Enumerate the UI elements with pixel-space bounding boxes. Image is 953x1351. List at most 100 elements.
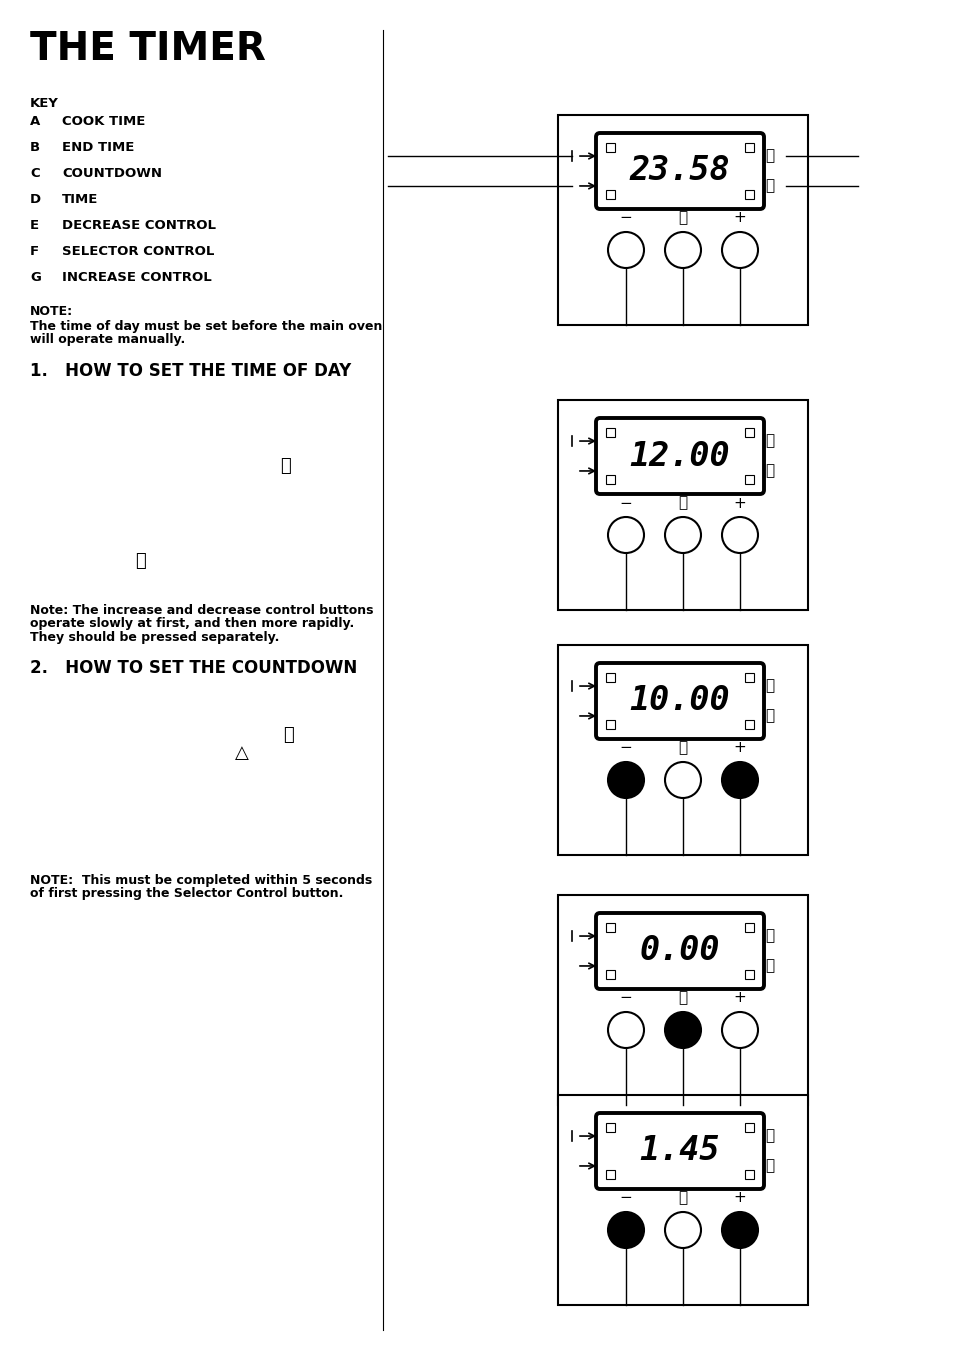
Text: A: A: [30, 115, 40, 128]
Text: D: D: [30, 193, 41, 205]
Bar: [605, 143, 615, 153]
Bar: [558, 115, 807, 326]
Text: −: −: [619, 211, 632, 226]
Circle shape: [721, 232, 758, 267]
Text: −: −: [619, 496, 632, 511]
Bar: [744, 476, 753, 484]
Text: 1.45: 1.45: [639, 1135, 720, 1167]
Text: △: △: [234, 744, 249, 762]
Text: ⍾: ⍾: [764, 678, 773, 693]
Bar: [605, 1170, 615, 1179]
Bar: [605, 673, 615, 682]
Text: ⌚: ⌚: [764, 178, 773, 193]
Circle shape: [607, 232, 643, 267]
Text: 23.58: 23.58: [629, 154, 730, 188]
Bar: [605, 1123, 615, 1132]
Bar: [605, 970, 615, 979]
Text: THE TIMER: THE TIMER: [30, 30, 266, 68]
Bar: [744, 1123, 753, 1132]
Circle shape: [721, 762, 758, 798]
Text: They should be pressed separately.: They should be pressed separately.: [30, 631, 279, 644]
Text: G: G: [30, 272, 41, 284]
Text: TIME: TIME: [62, 193, 98, 205]
Text: ⌚: ⌚: [764, 708, 773, 723]
Circle shape: [664, 517, 700, 553]
Text: ⏰: ⏰: [678, 1190, 687, 1205]
Text: +: +: [733, 740, 745, 755]
Bar: [558, 400, 807, 611]
Text: operate slowly at first, and then more rapidly.: operate slowly at first, and then more r…: [30, 617, 354, 631]
Text: ⍾: ⍾: [764, 1128, 773, 1143]
Text: ⌛: ⌛: [135, 553, 146, 570]
Text: COOK TIME: COOK TIME: [62, 115, 145, 128]
Bar: [744, 720, 753, 730]
Text: F: F: [30, 245, 39, 258]
Text: Note: The increase and decrease control buttons: Note: The increase and decrease control …: [30, 604, 374, 617]
Circle shape: [607, 517, 643, 553]
Text: +: +: [733, 496, 745, 511]
Text: of first pressing the Selector Control button.: of first pressing the Selector Control b…: [30, 888, 343, 901]
Bar: [558, 894, 807, 1105]
Text: will operate manually.: will operate manually.: [30, 332, 185, 346]
Text: ⏰: ⏰: [678, 990, 687, 1005]
Text: B: B: [30, 141, 40, 154]
Text: ⌛: ⌛: [283, 725, 294, 744]
Text: ⌚: ⌚: [764, 463, 773, 478]
Text: ⏰: ⏰: [678, 496, 687, 511]
FancyBboxPatch shape: [596, 663, 763, 739]
Text: ⏰: ⏰: [678, 211, 687, 226]
Bar: [605, 923, 615, 932]
Bar: [744, 923, 753, 932]
Text: ⍾: ⍾: [764, 928, 773, 943]
Text: NOTE:  This must be completed within 5 seconds: NOTE: This must be completed within 5 se…: [30, 874, 372, 888]
Text: ⏰: ⏰: [678, 740, 687, 755]
Text: SELECTOR CONTROL: SELECTOR CONTROL: [62, 245, 214, 258]
Text: ⍾: ⍾: [764, 434, 773, 449]
Text: −: −: [619, 740, 632, 755]
Circle shape: [607, 1212, 643, 1248]
Text: +: +: [733, 1190, 745, 1205]
Circle shape: [664, 1012, 700, 1048]
Text: C: C: [30, 168, 40, 180]
Text: 2.   HOW TO SET THE COUNTDOWN: 2. HOW TO SET THE COUNTDOWN: [30, 659, 356, 677]
Bar: [744, 428, 753, 436]
FancyBboxPatch shape: [596, 132, 763, 209]
Text: −: −: [619, 1190, 632, 1205]
Text: 10.00: 10.00: [629, 685, 730, 717]
Text: DECREASE CONTROL: DECREASE CONTROL: [62, 219, 215, 232]
Text: ⌚: ⌚: [764, 1158, 773, 1174]
FancyBboxPatch shape: [596, 1113, 763, 1189]
Circle shape: [607, 1012, 643, 1048]
Bar: [558, 1096, 807, 1305]
Circle shape: [664, 232, 700, 267]
Text: +: +: [733, 990, 745, 1005]
Bar: [744, 970, 753, 979]
Text: +: +: [733, 211, 745, 226]
Text: ⌛: ⌛: [280, 457, 291, 476]
Bar: [744, 1170, 753, 1179]
Circle shape: [721, 517, 758, 553]
Bar: [605, 428, 615, 436]
Bar: [744, 190, 753, 199]
Bar: [605, 190, 615, 199]
Text: KEY: KEY: [30, 97, 59, 109]
Text: The time of day must be set before the main oven: The time of day must be set before the m…: [30, 320, 382, 332]
FancyBboxPatch shape: [596, 913, 763, 989]
Text: INCREASE CONTROL: INCREASE CONTROL: [62, 272, 212, 284]
Circle shape: [664, 762, 700, 798]
Circle shape: [721, 1012, 758, 1048]
Text: END TIME: END TIME: [62, 141, 134, 154]
Circle shape: [664, 1212, 700, 1248]
Circle shape: [721, 1212, 758, 1248]
Text: ⍾: ⍾: [764, 149, 773, 163]
Bar: [605, 720, 615, 730]
FancyBboxPatch shape: [596, 417, 763, 494]
Text: COUNTDOWN: COUNTDOWN: [62, 168, 162, 180]
Text: 0.00: 0.00: [639, 935, 720, 967]
Text: E: E: [30, 219, 39, 232]
Bar: [605, 476, 615, 484]
Bar: [558, 644, 807, 855]
Bar: [744, 143, 753, 153]
Text: ⌚: ⌚: [764, 958, 773, 974]
Circle shape: [607, 762, 643, 798]
